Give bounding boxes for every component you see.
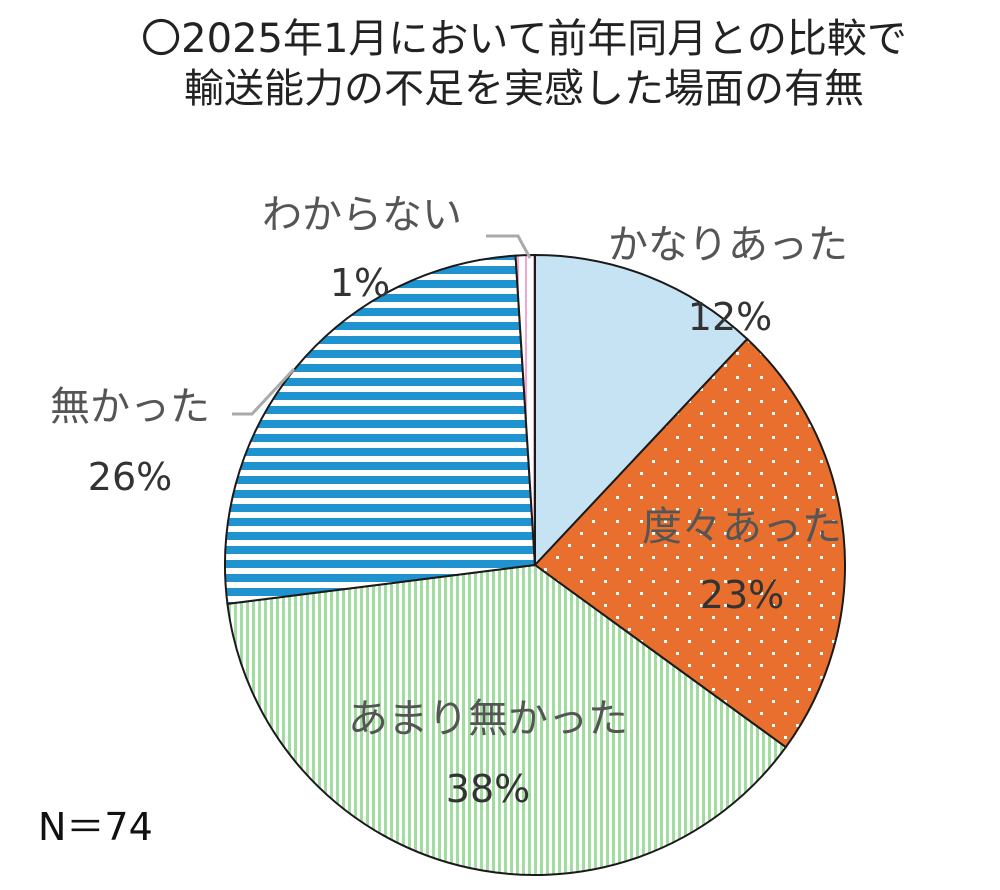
slice-pct-amari: 38% xyxy=(446,767,530,811)
chart-subtitle: 輸送能力の不足を実感した場面の有無 xyxy=(184,66,864,112)
slice-pct-nakatta: 26% xyxy=(88,455,172,499)
pie-slice-amari xyxy=(226,563,788,877)
slice-label-tabitabi: 度々あった xyxy=(642,504,842,550)
pie-slice-kanari xyxy=(534,253,749,568)
leader-line-nakatta xyxy=(232,367,296,416)
slice-pct-tabitabi: 23% xyxy=(700,573,784,617)
slice-label-amari: あまり無かった xyxy=(348,696,628,742)
slice-pct-kanari: 12% xyxy=(688,295,772,339)
slice-label-wakaranai: わからない xyxy=(262,192,462,238)
leader-line-wakaranai xyxy=(486,234,532,259)
chart-title: 〇2025年1月において前年同月との比較で xyxy=(141,16,907,62)
pie-slice-wakaranai xyxy=(514,253,536,566)
sample-size-note: N＝74 xyxy=(38,805,153,849)
pie-slice-nakatta xyxy=(224,254,537,605)
pie-slice-tabitabi xyxy=(533,337,846,749)
slice-label-nakatta: 無かった xyxy=(50,384,210,430)
slice-label-kanari: かなりあった xyxy=(608,222,848,268)
slice-pct-wakaranai: 1% xyxy=(330,261,390,305)
pie-slices xyxy=(224,253,846,877)
